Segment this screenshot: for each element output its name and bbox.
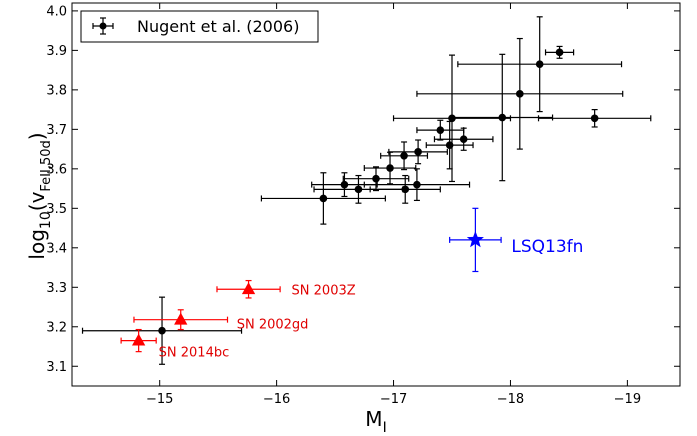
y-tick-label: 3.8 xyxy=(46,83,67,98)
data-point xyxy=(413,180,421,189)
y-tick-label: 3.7 xyxy=(46,123,67,138)
y-tick-label: 3.2 xyxy=(46,320,67,335)
y-tick-label: 4.0 xyxy=(46,4,67,19)
x-tick-label: −15 xyxy=(146,392,173,407)
y-tick-label: 3.5 xyxy=(46,202,67,217)
x-tick-label: −17 xyxy=(380,392,407,407)
point-annotation: LSQ13fn xyxy=(511,237,583,257)
data-point xyxy=(401,185,410,194)
data-point xyxy=(535,60,544,69)
data-point xyxy=(372,174,380,183)
data-point xyxy=(459,135,468,144)
y-tick-label: 3.6 xyxy=(46,162,67,177)
data-point xyxy=(386,164,394,172)
data-point-triangle xyxy=(131,333,146,346)
legend-label: Nugent et al. (2006) xyxy=(137,17,299,36)
x-tick-label: −18 xyxy=(497,392,524,407)
y-tick-label: 3.4 xyxy=(46,241,67,256)
point-annotation: SN 2014bc xyxy=(159,346,230,361)
data-point xyxy=(555,48,564,57)
plot-area: SN 2014bc SN 2002gd SN 2003Z LSQ13fn xyxy=(81,16,652,365)
y-tick-label: 3.1 xyxy=(46,360,67,375)
y-axis-title: log10(vFeII,50d) xyxy=(25,132,54,259)
x-tick-label: −19 xyxy=(614,392,641,407)
x-tick-label: −16 xyxy=(263,392,290,407)
point-annotation: SN 2003Z xyxy=(292,283,356,298)
data-point xyxy=(400,152,408,160)
legend-marker-point xyxy=(99,22,107,30)
y-tick-label: 3.9 xyxy=(46,44,67,59)
point-annotation: SN 2002gd xyxy=(237,318,309,333)
data-point xyxy=(158,326,166,335)
legend-box xyxy=(80,10,319,43)
plot-frame xyxy=(71,2,681,387)
data-point xyxy=(414,148,422,156)
data-point-star xyxy=(466,230,484,248)
data-point xyxy=(516,90,524,98)
data-point xyxy=(436,126,445,134)
legend: Nugent et al. (2006) xyxy=(80,10,319,43)
data-point xyxy=(340,180,349,189)
data-point-triangle xyxy=(241,282,256,295)
data-point xyxy=(319,194,328,203)
axis-ticks: −15 −16 −17 −18 −19 3.1 3.2 3.3 3.4 3.5 3.6 3.7 3.8 3… xyxy=(46,3,680,407)
data-point xyxy=(354,185,363,194)
data-point xyxy=(498,113,507,122)
data-point-triangle xyxy=(174,312,188,325)
data-point xyxy=(590,114,599,123)
x-axis-title: MI xyxy=(365,407,386,436)
y-tick-label: 3.3 xyxy=(46,281,67,296)
